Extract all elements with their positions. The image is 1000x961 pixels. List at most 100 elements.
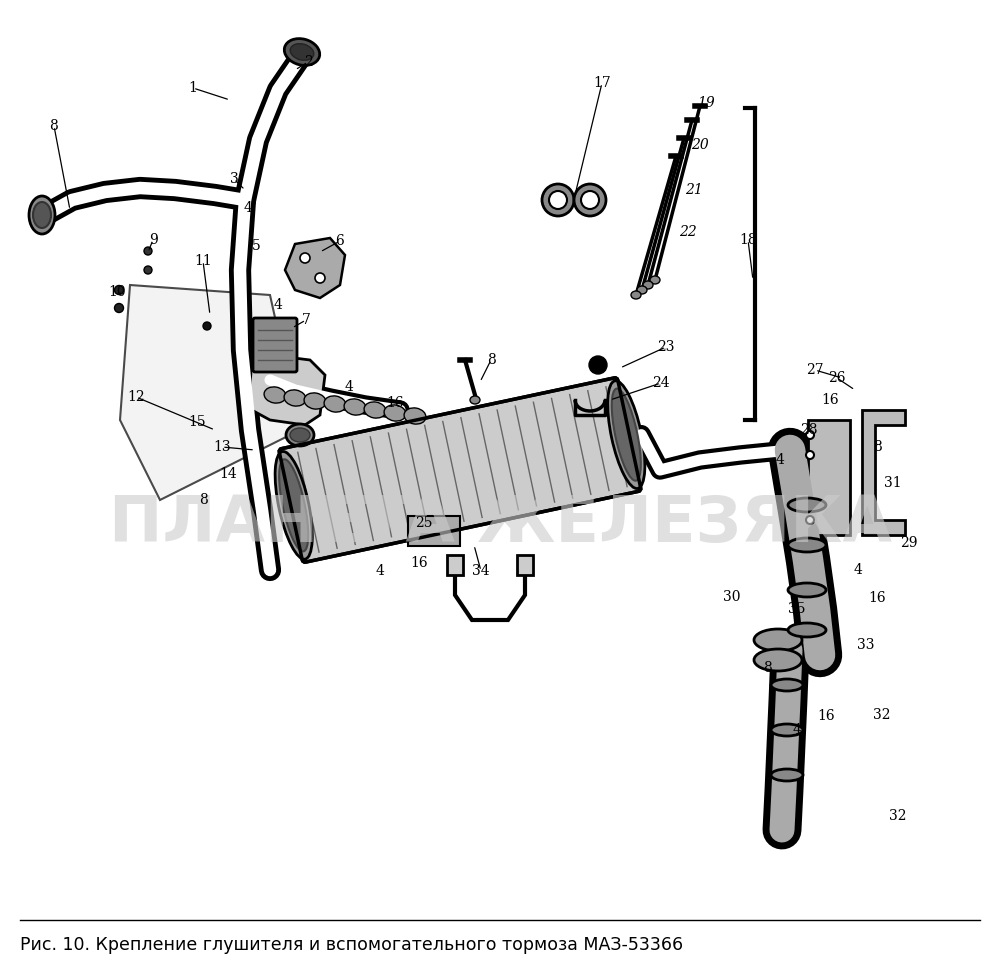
Ellipse shape xyxy=(304,393,326,409)
Ellipse shape xyxy=(637,286,647,294)
Text: 25: 25 xyxy=(415,516,433,530)
Text: 15: 15 xyxy=(188,415,206,429)
Ellipse shape xyxy=(315,273,325,283)
Bar xyxy=(408,516,460,546)
Ellipse shape xyxy=(300,253,310,263)
Text: Рис. 10. Крепление глушителя и вспомогательного тормоза МАЗ-53366: Рис. 10. Крепление глушителя и вспомогат… xyxy=(20,936,683,954)
Text: 11: 11 xyxy=(194,254,212,268)
Ellipse shape xyxy=(574,184,606,216)
Text: 16: 16 xyxy=(817,709,835,723)
Ellipse shape xyxy=(144,247,152,255)
Text: 4: 4 xyxy=(376,564,384,578)
Ellipse shape xyxy=(788,623,826,637)
Text: 18: 18 xyxy=(739,233,757,247)
Text: 27: 27 xyxy=(806,363,824,377)
Polygon shape xyxy=(862,410,905,535)
Ellipse shape xyxy=(589,356,607,374)
Polygon shape xyxy=(120,285,300,500)
Text: 4: 4 xyxy=(854,563,862,577)
Polygon shape xyxy=(248,355,325,425)
Text: 10: 10 xyxy=(108,285,126,299)
Ellipse shape xyxy=(806,451,814,459)
Text: 4: 4 xyxy=(274,298,282,312)
Ellipse shape xyxy=(549,191,567,209)
Ellipse shape xyxy=(754,649,802,671)
Ellipse shape xyxy=(364,402,386,418)
Ellipse shape xyxy=(33,202,51,228)
Text: 7: 7 xyxy=(302,313,310,327)
Text: 34: 34 xyxy=(472,564,490,578)
FancyBboxPatch shape xyxy=(253,318,297,372)
Text: 24: 24 xyxy=(652,376,670,390)
Text: 8: 8 xyxy=(763,661,771,675)
Text: ПЛАНЕТА ЖЕЛЕЗЯКА: ПЛАНЕТА ЖЕЛЕЗЯКА xyxy=(109,493,891,554)
Text: 8: 8 xyxy=(487,353,495,367)
Text: 8: 8 xyxy=(199,493,207,507)
Ellipse shape xyxy=(284,38,320,65)
Ellipse shape xyxy=(144,266,152,274)
Bar xyxy=(517,555,533,575)
Ellipse shape xyxy=(631,291,641,299)
Bar xyxy=(447,555,463,575)
Ellipse shape xyxy=(771,769,803,781)
Text: 29: 29 xyxy=(900,536,918,550)
Ellipse shape xyxy=(290,43,314,61)
Ellipse shape xyxy=(404,407,426,424)
Text: 3: 3 xyxy=(230,172,238,186)
Ellipse shape xyxy=(384,405,406,421)
Text: 32: 32 xyxy=(889,809,907,823)
Text: 23: 23 xyxy=(657,340,675,354)
Text: 26: 26 xyxy=(828,371,846,385)
Bar xyxy=(808,420,850,535)
Ellipse shape xyxy=(29,196,55,234)
Ellipse shape xyxy=(542,184,574,216)
Ellipse shape xyxy=(788,498,826,512)
Text: 4: 4 xyxy=(345,380,353,394)
Text: 16: 16 xyxy=(410,556,428,570)
Ellipse shape xyxy=(806,516,814,524)
Text: 17: 17 xyxy=(593,76,611,90)
Text: 35: 35 xyxy=(788,602,806,616)
Ellipse shape xyxy=(771,679,803,691)
Text: 6: 6 xyxy=(336,234,344,248)
Ellipse shape xyxy=(203,322,211,330)
Text: 2: 2 xyxy=(304,55,312,69)
Ellipse shape xyxy=(643,281,653,289)
Ellipse shape xyxy=(324,396,346,412)
Ellipse shape xyxy=(264,387,286,403)
Text: 9: 9 xyxy=(149,233,157,247)
Ellipse shape xyxy=(788,538,826,552)
Text: 32: 32 xyxy=(873,708,891,722)
Ellipse shape xyxy=(788,583,826,597)
Polygon shape xyxy=(285,238,345,298)
Text: 33: 33 xyxy=(857,638,875,652)
Text: 16: 16 xyxy=(868,591,886,605)
Text: 28: 28 xyxy=(800,423,818,437)
Ellipse shape xyxy=(612,388,641,480)
Text: 16: 16 xyxy=(386,396,404,410)
Text: 8: 8 xyxy=(50,119,58,133)
Text: 8: 8 xyxy=(873,440,881,454)
Ellipse shape xyxy=(754,629,802,651)
Ellipse shape xyxy=(284,390,306,407)
Text: 30: 30 xyxy=(723,590,741,604)
Text: 4: 4 xyxy=(244,201,252,215)
Ellipse shape xyxy=(114,285,124,294)
Text: 20: 20 xyxy=(691,138,709,152)
Ellipse shape xyxy=(806,431,814,439)
Ellipse shape xyxy=(650,276,660,284)
Text: 22: 22 xyxy=(679,225,697,239)
Ellipse shape xyxy=(608,381,645,488)
Ellipse shape xyxy=(275,452,312,559)
Text: 1: 1 xyxy=(189,81,197,95)
Ellipse shape xyxy=(470,396,480,404)
Text: 31: 31 xyxy=(884,476,902,490)
Text: 13: 13 xyxy=(213,440,231,454)
FancyBboxPatch shape xyxy=(279,378,641,562)
Ellipse shape xyxy=(290,428,310,442)
Text: 4: 4 xyxy=(776,453,784,467)
Ellipse shape xyxy=(286,424,314,446)
Text: 4: 4 xyxy=(793,723,801,737)
Ellipse shape xyxy=(771,724,803,736)
Ellipse shape xyxy=(581,191,599,209)
